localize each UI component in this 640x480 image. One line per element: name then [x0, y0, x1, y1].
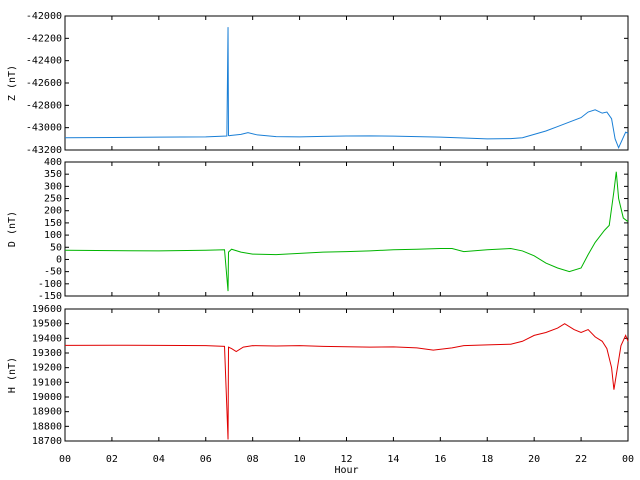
x-tick-label: 00	[59, 454, 71, 465]
y-tick-label: 300	[44, 181, 62, 192]
y-tick-label: -42600	[26, 78, 62, 89]
y-tick-label: 19600	[32, 304, 62, 315]
y-tick-label: 250	[44, 194, 62, 205]
y-tick-label: 19300	[32, 348, 62, 359]
y-tick-label: 18900	[32, 407, 62, 418]
y-tick-label: -43200	[26, 145, 62, 156]
y-tick-label: -42400	[26, 56, 62, 67]
x-axis-label: Hour	[334, 465, 358, 476]
y-tick-label: 19500	[32, 319, 62, 330]
x-tick-label: 10	[294, 454, 306, 465]
y-tick-label: 100	[44, 230, 62, 241]
x-tick-label: 04	[153, 454, 165, 465]
y-tick-label: -100	[38, 279, 62, 290]
y-tick-label: 200	[44, 206, 62, 217]
x-tick-label: 14	[387, 454, 399, 465]
data-line	[64, 27, 629, 150]
y-tick-label: -42800	[26, 100, 62, 111]
y-tick-label: 400	[44, 157, 62, 168]
x-tick-label: 06	[200, 454, 212, 465]
y-axis-label: H (nT)	[7, 357, 18, 393]
x-tick-label: 02	[106, 454, 118, 465]
y-tick-label: 19200	[32, 363, 62, 374]
y-tick-label: 50	[50, 242, 62, 253]
x-tick-label: 00	[622, 454, 634, 465]
x-tick-label: 20	[528, 454, 540, 465]
x-tick-label: 08	[247, 454, 259, 465]
y-tick-label: 150	[44, 218, 62, 229]
y-tick-label: 350	[44, 169, 62, 180]
y-axis-label: D (nT)	[7, 211, 18, 247]
y-tick-label: -42000	[26, 11, 62, 22]
x-tick-label: 22	[575, 454, 587, 465]
y-tick-label: -42200	[26, 33, 62, 44]
y-tick-label: 19000	[32, 392, 62, 403]
x-tick-label: 18	[481, 454, 493, 465]
data-line	[64, 171, 629, 292]
y-tick-label: 19400	[32, 333, 62, 344]
plot-frame	[64, 161, 629, 297]
plot-frame	[64, 308, 629, 442]
y-axis-label: Z (nT)	[7, 65, 18, 101]
y-tick-label: -50	[44, 267, 62, 278]
y-tick-label: 18700	[32, 436, 62, 447]
data-line	[64, 323, 629, 440]
y-tick-label: -43000	[26, 123, 62, 134]
plot-frame	[64, 15, 629, 151]
y-tick-label: -150	[38, 291, 62, 302]
y-tick-label: 0	[56, 254, 62, 265]
x-tick-label: 12	[340, 454, 352, 465]
x-tick-label: 16	[434, 454, 446, 465]
y-tick-label: 18800	[32, 421, 62, 432]
y-tick-label: 19100	[32, 377, 62, 388]
